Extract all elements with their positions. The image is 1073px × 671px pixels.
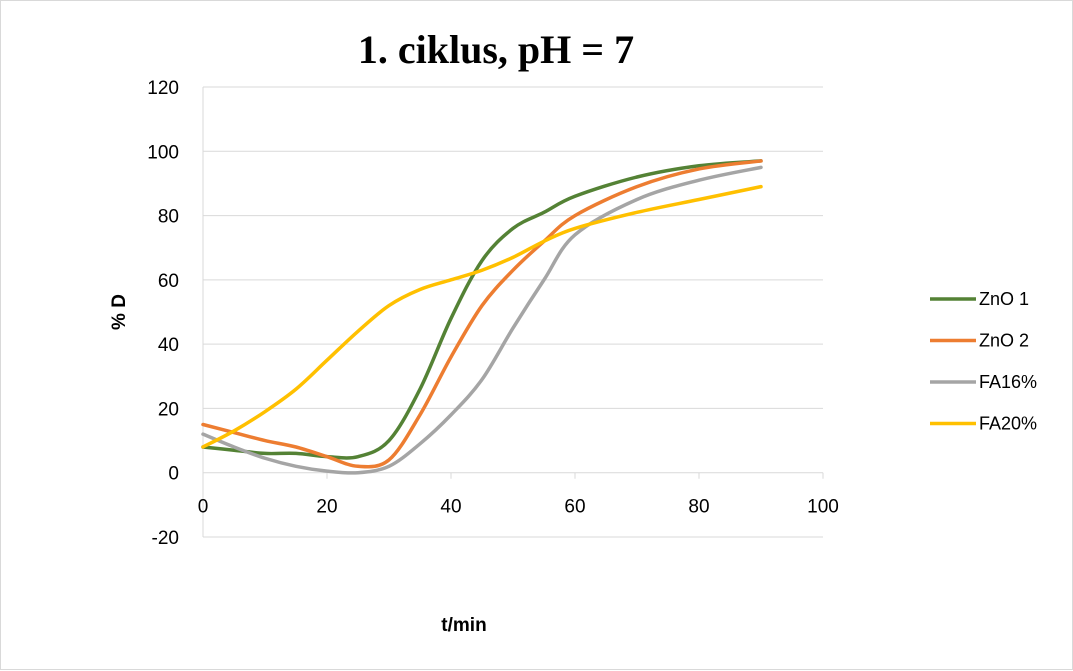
x-tick-label: 60: [564, 497, 585, 518]
tick-labels: -20 0 20 40 60 80 100 120 0 20 40 60 80 100: [147, 78, 839, 549]
x-tick-label: 100: [807, 497, 839, 518]
legend-label-4: FA20%: [979, 414, 1037, 434]
series-line-3: [201, 165, 763, 475]
y-tick-label: 40: [158, 335, 179, 356]
chart-title: 1. ciklus, pH = 7: [358, 27, 634, 72]
legend-label-3: FA16%: [979, 372, 1037, 392]
y-tick-label: 20: [158, 399, 179, 420]
x-tick-label: 80: [688, 497, 709, 518]
gridlines: [203, 86, 823, 538]
y-tick-label: -20: [152, 528, 179, 549]
x-tick-label: 40: [440, 497, 461, 518]
axes: [202, 87, 824, 537]
legend-label-2: ZnO 2: [979, 331, 1029, 351]
y-tick-label: 120: [147, 78, 179, 99]
series-line-2: [201, 159, 763, 469]
x-tick-label: 20: [316, 497, 337, 518]
y-axis-title: % D: [109, 294, 130, 330]
y-tick-label: 0: [168, 464, 179, 485]
legend-label-1: ZnO 1: [979, 289, 1029, 309]
y-tick-label: 60: [158, 271, 179, 292]
series-line-4: [201, 184, 763, 449]
legend: ZnO 1 ZnO 2 FA16% FA20%: [930, 289, 1037, 434]
y-tick-label: 100: [147, 142, 179, 163]
series-line-1: [201, 159, 763, 460]
x-tick-label: 0: [198, 497, 209, 518]
series-lines: [201, 159, 763, 475]
x-axis-title: t/min: [441, 615, 486, 636]
y-tick-label: 80: [158, 207, 179, 228]
